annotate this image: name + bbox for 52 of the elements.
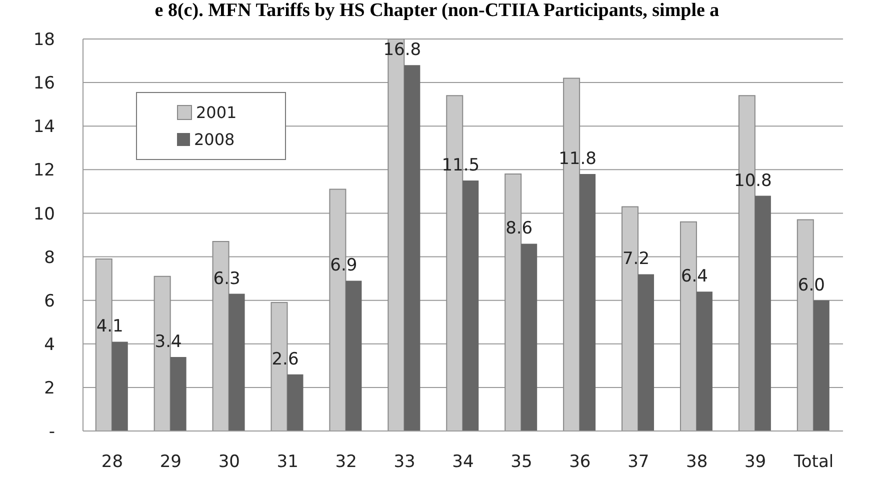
x-tick-label: 32 [335, 452, 357, 472]
x-tick-label: 35 [510, 452, 532, 472]
data-label: 11.8 [558, 149, 596, 170]
chart-title: e 8(c). MFN Tariffs by HS Chapter (non-CTIIA Participants, simple a [154, 0, 720, 22]
bar [521, 244, 538, 431]
data-label: 7.2 [622, 249, 650, 270]
x-tick-label: 28 [101, 452, 124, 472]
data-label: 3.4 [154, 332, 182, 352]
data-label: 16.8 [383, 40, 422, 60]
bar [696, 292, 712, 431]
bar [813, 300, 830, 431]
x-tick-label: 37 [628, 452, 650, 472]
bar [754, 196, 771, 431]
x-tick-label: 30 [218, 452, 240, 472]
bar [404, 65, 420, 431]
bar [287, 374, 304, 431]
y-tick-label: 4 [44, 334, 55, 355]
bar [228, 294, 245, 431]
x-tick-label: 29 [160, 452, 182, 472]
y-tick-label: 6 [44, 291, 55, 312]
bar [462, 180, 479, 431]
y-tick-label: 12 [33, 160, 55, 181]
bar [580, 174, 596, 431]
y-tick-label: 14 [33, 117, 55, 138]
x-tick-label: 34 [452, 452, 474, 472]
x-tick-label: 31 [276, 452, 298, 472]
bar [112, 342, 128, 431]
data-label: 6.0 [798, 275, 825, 296]
x-tick-label: 38 [686, 452, 708, 472]
x-tick-label: 39 [744, 452, 766, 472]
y-tick-label: 10 [33, 204, 55, 224]
bar [638, 274, 654, 431]
data-label: 11.5 [442, 156, 480, 176]
x-tick-label: 36 [569, 452, 591, 472]
data-label: 4.1 [96, 316, 124, 337]
y-tick-label: 8 [44, 248, 55, 268]
y-tick-label: 18 [33, 30, 55, 50]
legend-label: 2008 [194, 130, 235, 149]
x-tick-label: Total [792, 452, 834, 472]
bar [170, 356, 186, 431]
x-tick-label: 33 [394, 452, 416, 472]
bar [346, 280, 362, 431]
data-label: 6.4 [680, 266, 708, 287]
data-label: 6.9 [330, 256, 358, 276]
legend-label: 2001 [196, 103, 237, 122]
y-tick-label: 16 [33, 74, 55, 94]
y-tick-label: 2 [44, 378, 55, 398]
data-label: 6.3 [213, 268, 240, 289]
y-tick-label: - [48, 422, 55, 442]
data-label: 2.6 [272, 349, 299, 370]
data-label: 8.6 [506, 218, 533, 239]
data-label: 10.8 [734, 170, 772, 191]
